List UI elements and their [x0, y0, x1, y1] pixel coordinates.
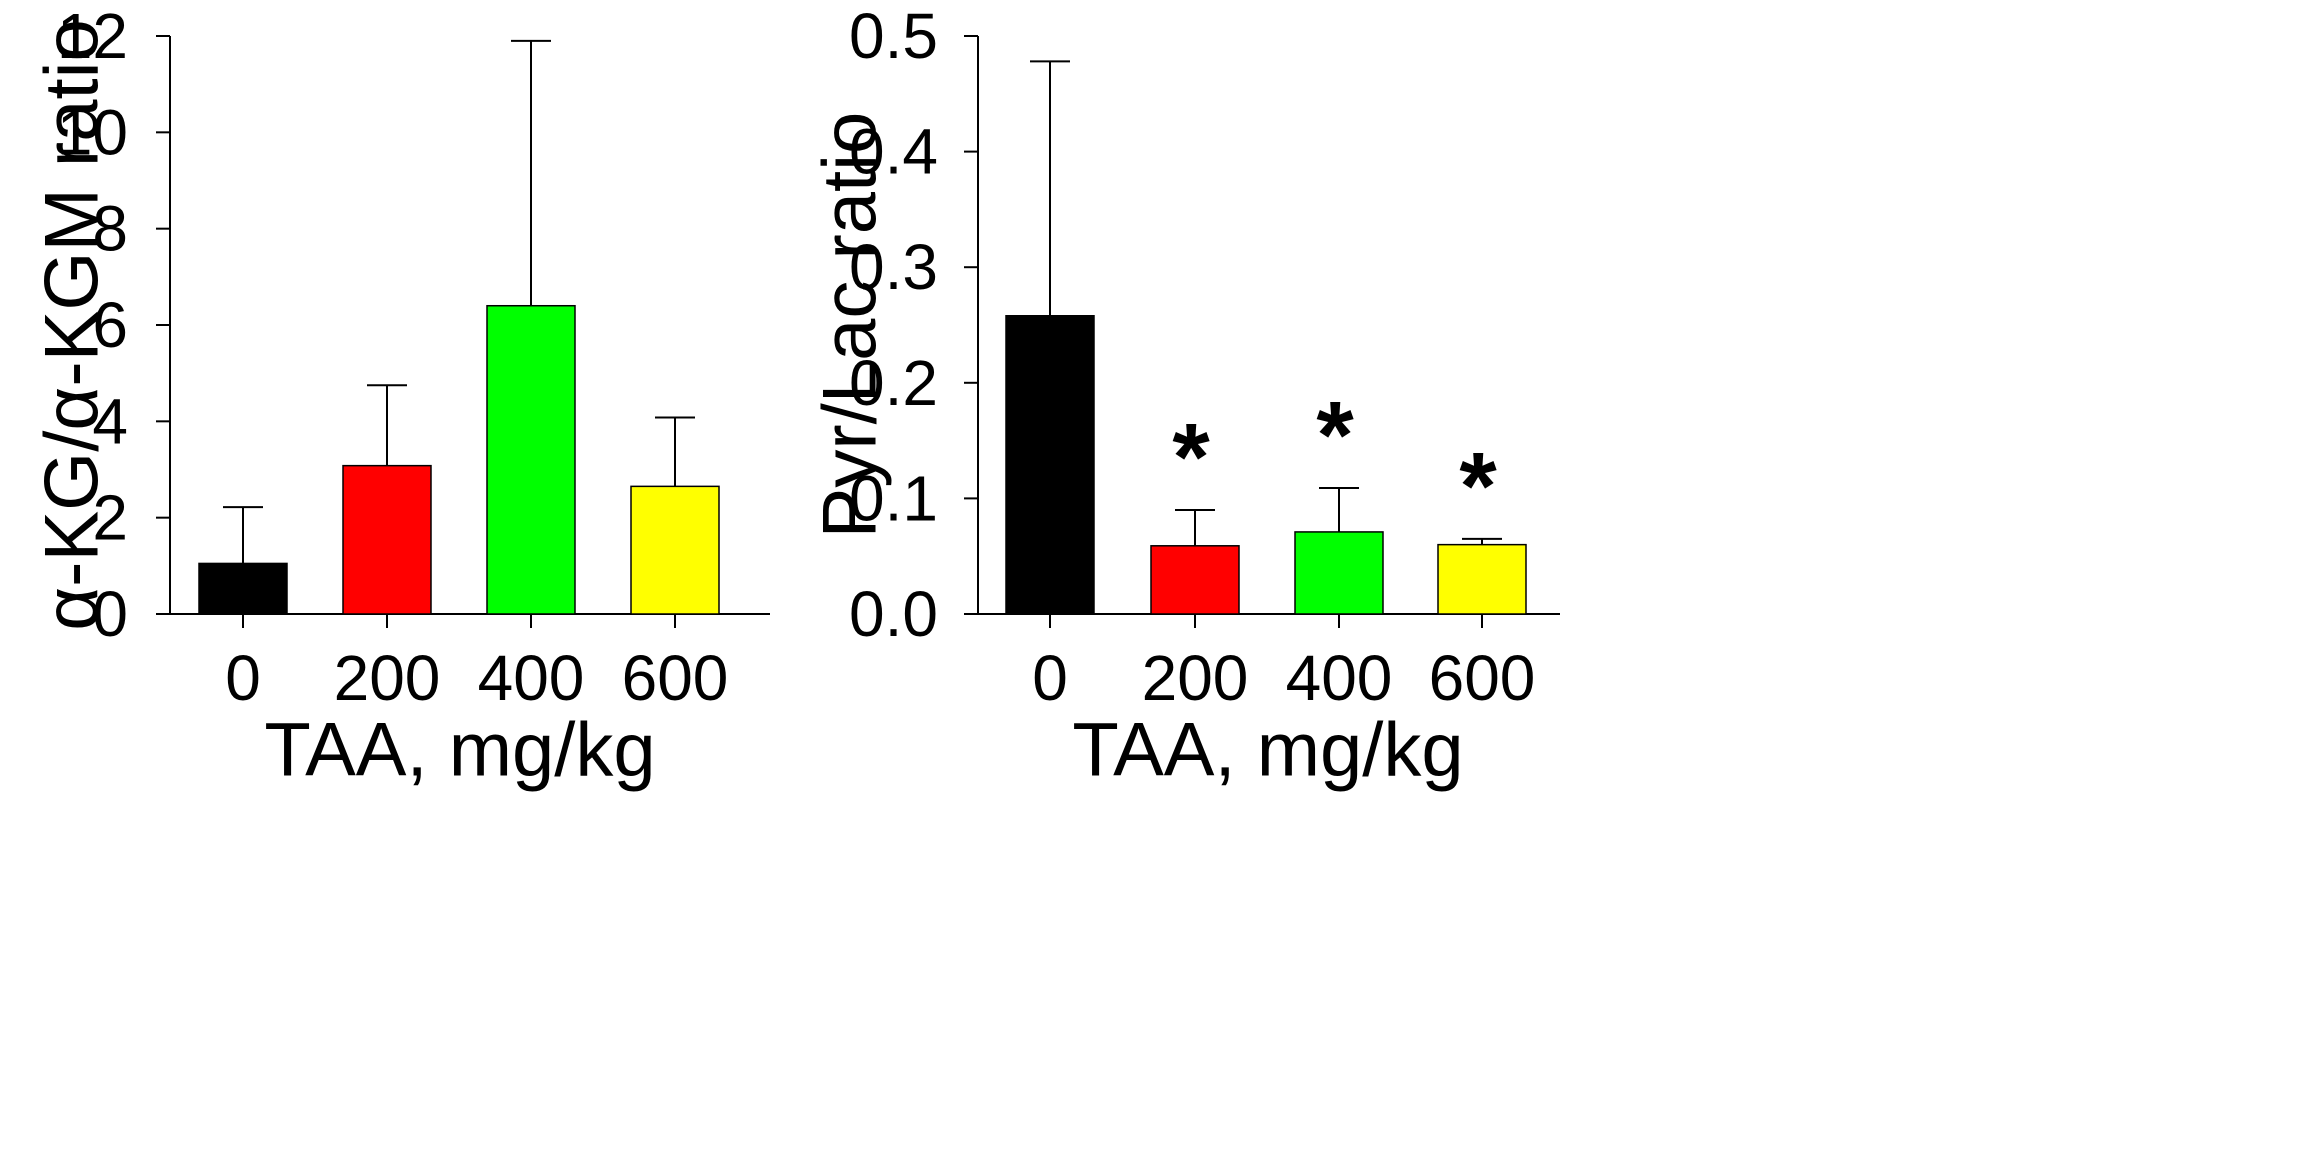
x-tick-label: 600	[622, 642, 729, 714]
y-tick-label: 0	[92, 578, 128, 650]
y-tick-label: 0.3	[849, 231, 938, 303]
x-axis-label: TAA, mg/kg	[1072, 708, 1463, 793]
y-tick-label: 0.5	[849, 0, 938, 72]
x-axis-label: TAA, mg/kg	[264, 708, 655, 793]
y-axis-label: α-KG/α-KGM ratio	[30, 19, 115, 631]
bar-200	[342, 464, 432, 615]
bar-0	[1005, 315, 1095, 615]
y-tick-label: 0.1	[849, 462, 938, 534]
x-tick-label: 0	[1032, 642, 1068, 714]
y-tick-label: 0.2	[849, 347, 938, 419]
bar-0	[198, 562, 288, 615]
significance-star: *	[1316, 382, 1354, 489]
y-tick-label: 2	[92, 482, 128, 554]
x-tick-label: 400	[1286, 642, 1393, 714]
x-tick-label: 200	[334, 642, 441, 714]
y-tick-label: 12	[57, 0, 128, 72]
y-tick-label: 6	[92, 289, 128, 361]
x-tick-label: 200	[1142, 642, 1249, 714]
x-tick-label: 600	[1429, 642, 1536, 714]
y-axis-label: Pyr/Lac ratio	[808, 112, 893, 539]
y-tick-label: 0.0	[849, 578, 938, 650]
significance-star: *	[1172, 404, 1210, 511]
y-tick-label: 8	[92, 193, 128, 265]
significance-star: *	[1459, 433, 1497, 540]
x-tick-label: 0	[225, 642, 261, 714]
chart-pyr-lac-ratio: 0.0 0.1 0.2 0.3 0.4 0.5 0 200 * 400 * 600 * TAA, mg/k…	[808, 0, 1560, 793]
bar-400	[1294, 531, 1384, 615]
bar-400	[486, 304, 576, 615]
x-tick-label: 400	[478, 642, 585, 714]
bar-200	[1150, 545, 1240, 615]
bar-600	[1437, 543, 1527, 615]
y-tick-label: 0.4	[849, 116, 938, 188]
bar-600	[630, 485, 720, 615]
y-tick-label: 4	[92, 385, 128, 457]
y-tick-label: 10	[57, 96, 128, 168]
